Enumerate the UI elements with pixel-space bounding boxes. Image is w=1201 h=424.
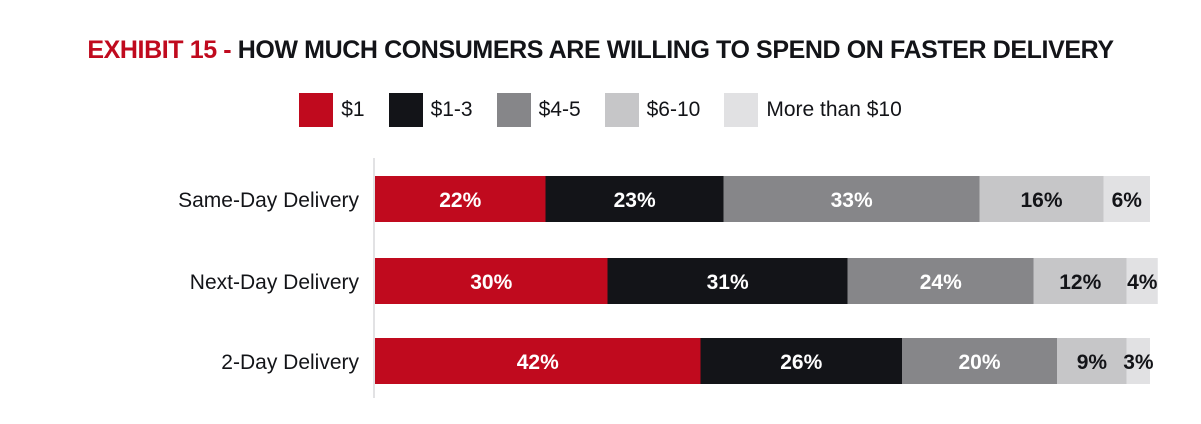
bar-segment <box>1103 176 1150 222</box>
legend-swatch <box>496 93 531 127</box>
bar-segment <box>902 338 1057 384</box>
data-label: 31% <box>707 271 749 294</box>
data-label: 4% <box>1127 271 1158 294</box>
chart-legend: $1 $1-3 $4-5 $6-10 More than $10 <box>0 93 1201 127</box>
legend-label: $4-5 <box>538 98 581 121</box>
legend-label: $1-3 <box>430 98 473 121</box>
legend-item: $4-5 <box>496 93 581 127</box>
bar-segment <box>1126 258 1158 304</box>
bar-segment <box>607 258 848 304</box>
bar-segment <box>700 338 902 384</box>
data-label: 26% <box>780 351 822 374</box>
data-label: 20% <box>958 351 1000 374</box>
data-label: 42% <box>517 351 559 374</box>
legend-item: More than $10 <box>724 93 902 127</box>
legend-swatch <box>388 93 423 127</box>
legend-label: More than $10 <box>766 98 902 121</box>
legend-label: $6-10 <box>646 98 701 121</box>
legend-swatch <box>724 93 759 127</box>
bar-segment <box>375 258 608 304</box>
chart-title-prefix: EXHIBIT 15 - <box>87 36 232 64</box>
bar-segment <box>375 338 701 384</box>
chart-title-main: HOW MUCH CONSUMERS ARE WILLING TO SPEND … <box>237 36 1114 64</box>
data-label: 22% <box>439 189 481 212</box>
category-label: Next-Day Delivery <box>190 271 360 294</box>
category-label: Same-Day Delivery <box>178 189 359 212</box>
bar-segment <box>1033 258 1127 304</box>
legend-item: $6-10 <box>604 93 701 127</box>
data-label: 3% <box>1123 351 1154 374</box>
bar-segment <box>545 176 724 222</box>
bar-segment <box>723 176 980 222</box>
bar-segment <box>1126 338 1150 384</box>
bar-segment <box>375 176 546 222</box>
legend-swatch <box>299 93 334 127</box>
data-label: 23% <box>614 189 656 212</box>
data-label: 16% <box>1020 189 1062 212</box>
data-label: 30% <box>470 271 512 294</box>
data-label: 12% <box>1059 271 1101 294</box>
bar-segment <box>1057 338 1127 384</box>
legend-swatch <box>604 93 639 127</box>
data-label: 9% <box>1077 351 1108 374</box>
category-label: 2-Day Delivery <box>221 351 359 374</box>
data-label: 33% <box>831 189 873 212</box>
legend-item: $1-3 <box>388 93 473 127</box>
legend-label: $1 <box>341 98 365 121</box>
bar-segment <box>979 176 1104 222</box>
legend-item: $1 <box>299 93 365 127</box>
bar-segment <box>847 258 1034 304</box>
chart-title: EXHIBIT 15 - HOW MUCH CONSUMERS ARE WILL… <box>0 36 1201 65</box>
data-label: 24% <box>920 271 962 294</box>
data-label: 6% <box>1112 189 1143 212</box>
